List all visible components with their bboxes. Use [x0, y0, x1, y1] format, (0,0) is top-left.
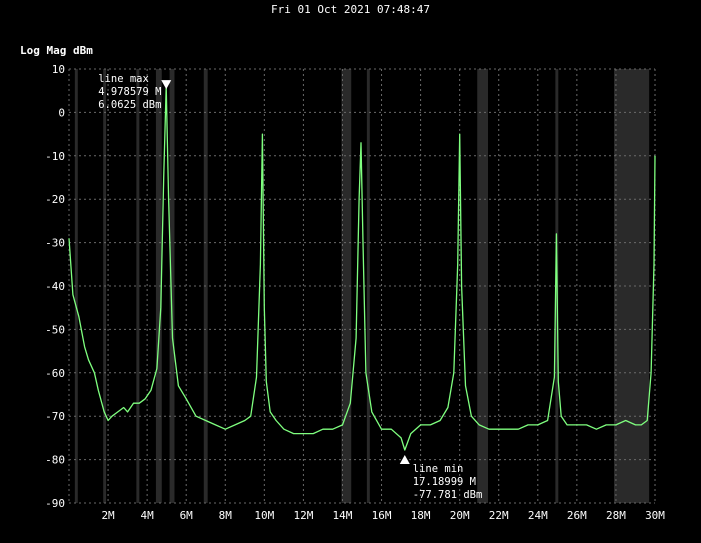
x-tick-label: 30M	[645, 509, 665, 522]
shaded-band	[74, 69, 78, 503]
trace-line	[68, 85, 656, 451]
y-tick-label: -50	[45, 323, 65, 336]
shaded-band	[136, 69, 140, 503]
x-tick-label: 10M	[254, 509, 274, 522]
y-tick-label: -90	[45, 497, 65, 510]
shaded-band	[366, 69, 370, 503]
x-tick-label: 20M	[450, 509, 470, 522]
y-axis-label: Log Mag dBm	[20, 44, 93, 57]
y-tick-label: -10	[45, 150, 65, 163]
y-tick-label: 10	[52, 63, 65, 76]
x-tick-label: 14M	[333, 509, 353, 522]
shaded-band	[155, 69, 162, 503]
x-tick-label: 8M	[219, 509, 233, 522]
grid-lines	[68, 68, 656, 504]
x-tick-label: 16M	[372, 509, 392, 522]
marker-frequency: 4.978579 M	[98, 86, 161, 98]
marker-level: -77.781 dBm	[413, 489, 483, 501]
x-tick-label: 24M	[528, 509, 548, 522]
y-tick-label: -40	[45, 280, 65, 293]
marker-max-icon	[161, 80, 172, 90]
x-tick-labels: 2M 4M 6M 8M 10M 12M 14M 16M 18M 20M 22M 24M 26M 28M 30…	[101, 509, 665, 522]
shaded-band	[477, 69, 488, 503]
x-tick-label: 6M	[180, 509, 194, 522]
y-tick-label: -70	[45, 410, 65, 423]
marker-level: 6.0625 dBm	[98, 99, 161, 111]
marker-name: line max	[98, 73, 149, 85]
y-tick-label: -60	[45, 367, 65, 380]
y-tick-label: -20	[45, 193, 65, 206]
shaded-band	[169, 69, 175, 503]
marker-frequency: 17.18999 M	[413, 476, 476, 488]
marker-name: line min	[413, 463, 464, 475]
y-tick-label: -80	[45, 454, 65, 467]
trace-series	[68, 85, 656, 451]
x-tick-label: 26M	[567, 509, 587, 522]
marker-min-icon	[399, 454, 410, 464]
x-tick-label: 22M	[489, 509, 509, 522]
x-tick-label: 2M	[101, 509, 115, 522]
x-tick-label: 12M	[293, 509, 313, 522]
shaded-band	[341, 69, 352, 503]
timestamp: Fri 01 Oct 2021 07:48:47	[271, 3, 430, 16]
x-tick-label: 28M	[606, 509, 626, 522]
y-tick-label: -30	[45, 237, 65, 250]
y-tick-label: 0	[58, 106, 65, 119]
y-tick-labels: 10 0 -10 -20 -30 -40 -50 -60 -70 -80 -90	[45, 63, 65, 510]
x-tick-label: 18M	[411, 509, 431, 522]
x-tick-label: 4M	[141, 509, 155, 522]
